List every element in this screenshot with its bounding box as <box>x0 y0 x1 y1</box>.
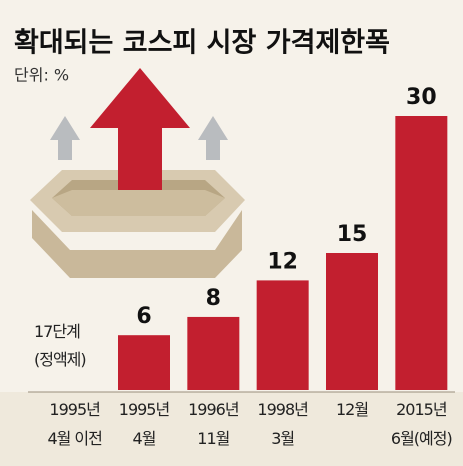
value-label: 6 <box>136 304 151 329</box>
x-tick-label: 1996년 11월 <box>173 395 253 453</box>
x-tick-label: 1995년 4월 <box>104 395 184 453</box>
bar <box>118 335 170 390</box>
bar <box>257 280 309 390</box>
x-tick-label: 2015년 6월(예정) <box>381 395 461 453</box>
illustration <box>30 68 245 278</box>
chart-title: 확대되는 코스피 시장 가격제한폭 <box>14 28 390 59</box>
bar <box>395 116 447 390</box>
x-tick-label: 1998년 3월 <box>243 395 323 453</box>
bar <box>326 253 378 390</box>
value-label: 12 <box>267 249 298 274</box>
value-label: 30 <box>406 85 437 110</box>
x-tick-label: 1995년 4월 이전 <box>35 395 115 453</box>
annotation: 17단계 (정액제) <box>34 318 86 374</box>
x-tick-label: 12월 <box>312 395 392 424</box>
bar <box>187 317 239 390</box>
chart-subtitle: 단위: % <box>14 66 69 85</box>
value-label: 15 <box>337 222 368 247</box>
value-label: 8 <box>206 286 221 311</box>
chart: 확대되는 코스피 시장 가격제한폭 단위: % 6 8 12 15 30 1995년 4… <box>0 0 463 466</box>
